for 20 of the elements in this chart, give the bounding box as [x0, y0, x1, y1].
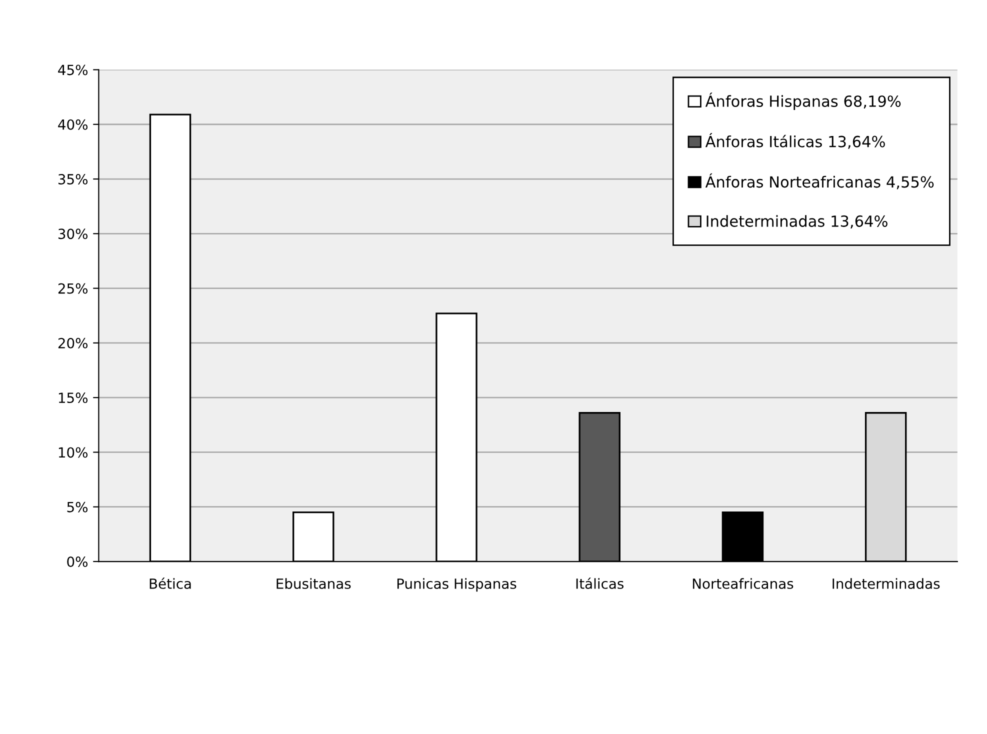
- y-tick-label: 10%: [58, 447, 88, 458]
- legend-label: Ánforas Hispanas 68,19%: [705, 92, 901, 110]
- y-tick-label: 5%: [67, 502, 88, 512]
- legend-label: Ánforas Itálicas 13,64%: [705, 133, 885, 149]
- legend-label: Indeterminadas 13,64%: [706, 215, 888, 228]
- y-tick-label: 45%: [58, 64, 88, 76]
- legend-label: Ánforas Norteafricanas 4,55%: [705, 173, 934, 190]
- y-tick-label: 15%: [58, 392, 88, 404]
- x-tick-label: Punicas Hispanas: [397, 578, 516, 592]
- y-tick-label: 25%: [58, 283, 88, 294]
- y-tick-label: 40%: [58, 119, 88, 130]
- x-tick-label: Indeterminadas: [832, 578, 940, 589]
- x-tick-label: Ebusitanas: [276, 578, 351, 589]
- y-tick-label: 30%: [58, 228, 88, 240]
- x-tick-label: Norteafricanas: [692, 578, 794, 589]
- x-tick-label: Itálicas: [576, 578, 624, 589]
- y-tick-label: 20%: [58, 338, 88, 348]
- x-tick-label: Bética: [150, 578, 191, 589]
- y-tick-label: 0%: [67, 556, 88, 567]
- y-tick-label: 35%: [58, 174, 88, 184]
